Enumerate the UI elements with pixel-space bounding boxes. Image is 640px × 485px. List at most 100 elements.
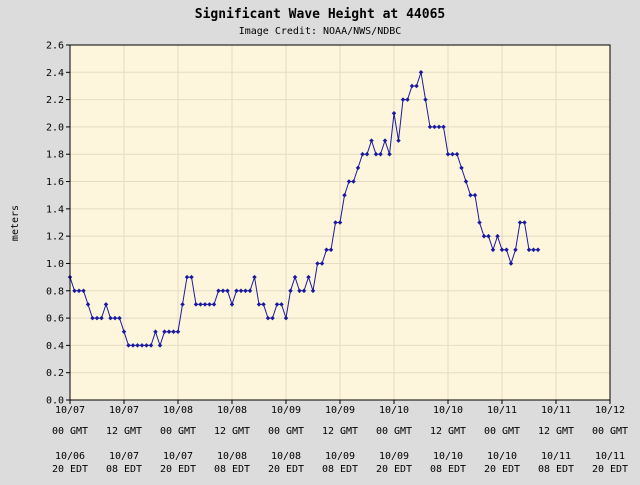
x-tick-time-edt: 20 EDT xyxy=(592,464,628,475)
data-point xyxy=(193,302,199,307)
x-tick-time-gmt: 12 GMT xyxy=(106,426,142,437)
x-tick-time-edt: 20 EDT xyxy=(484,464,520,475)
x-tick-date-edt: 10/11 xyxy=(541,451,571,462)
x-tick-time-gmt: 00 GMT xyxy=(376,426,412,437)
y-tick-label: 0.6 xyxy=(46,314,64,325)
data-point xyxy=(364,151,370,157)
x-tick-time-edt: 08 EDT xyxy=(106,464,142,475)
y-tick-label: 0.8 xyxy=(46,286,64,297)
x-tick-time-gmt: 00 GMT xyxy=(484,426,520,437)
x-tick-date-gmt: 10/11 xyxy=(487,405,517,416)
y-axis-label: meters xyxy=(10,205,21,241)
data-point xyxy=(373,151,379,157)
data-point xyxy=(157,343,163,348)
x-tick-time-edt: 08 EDT xyxy=(322,464,358,475)
data-point xyxy=(198,302,203,307)
x-tick-date-gmt: 10/09 xyxy=(271,405,301,416)
data-point xyxy=(81,288,86,294)
x-tick-date-gmt: 10/09 xyxy=(325,405,355,416)
data-point xyxy=(171,329,176,334)
x-tick-time-edt: 20 EDT xyxy=(52,464,88,475)
y-tick-label: 1.4 xyxy=(46,204,64,215)
x-tick-date-edt: 10/06 xyxy=(55,451,85,462)
data-point xyxy=(270,315,275,321)
data-point xyxy=(130,343,136,348)
data-point xyxy=(342,192,347,198)
data-point xyxy=(135,343,140,348)
x-tick-time-gmt: 00 GMT xyxy=(52,426,88,437)
data-point xyxy=(454,151,460,157)
x-tick-date-edt: 10/10 xyxy=(487,451,517,462)
x-tick-time-edt: 20 EDT xyxy=(268,464,304,475)
data-point xyxy=(189,274,194,280)
x-tick-date-edt: 10/09 xyxy=(379,451,409,462)
data-point xyxy=(265,315,271,321)
x-tick-date-edt: 10/07 xyxy=(163,451,193,462)
chart-subtitle: Image Credit: NOAA/NWS/NDBC xyxy=(239,26,402,37)
grid-lines xyxy=(69,44,611,401)
data-point xyxy=(297,288,302,294)
x-tick-date-edt: 10/07 xyxy=(109,451,139,462)
data-point xyxy=(126,343,131,348)
x-tick-date-gmt: 10/08 xyxy=(163,405,193,416)
x-tick-time-edt: 20 EDT xyxy=(376,464,412,475)
data-point xyxy=(139,343,145,348)
y-tick-label: 0.2 xyxy=(46,368,64,379)
data-point xyxy=(162,329,167,334)
x-tick-time-gmt: 12 GMT xyxy=(214,426,250,437)
data-point xyxy=(288,288,293,294)
x-tick-date-gmt: 10/10 xyxy=(433,405,463,416)
x-tick-date-edt: 10/08 xyxy=(271,451,301,462)
data-point xyxy=(495,233,500,239)
data-point xyxy=(319,261,325,266)
data-point xyxy=(211,302,217,307)
data-point xyxy=(243,288,248,294)
x-tick-time-edt: 08 EDT xyxy=(538,464,574,475)
data-point xyxy=(445,151,451,157)
y-tick-label: 1.6 xyxy=(46,177,64,188)
data-point xyxy=(450,151,455,157)
x-tick-time-gmt: 00 GMT xyxy=(160,426,196,437)
data-point xyxy=(360,151,365,157)
plot-border xyxy=(69,44,611,401)
x-tick-date-edt: 10/11 xyxy=(595,451,625,462)
x-tick-date-gmt: 10/11 xyxy=(541,405,571,416)
x-tick-date-gmt: 10/07 xyxy=(55,405,85,416)
data-point xyxy=(306,274,311,280)
data-point xyxy=(153,329,158,334)
data-point xyxy=(166,329,172,334)
data-point xyxy=(238,288,244,294)
x-tick-time-gmt: 00 GMT xyxy=(592,426,628,437)
data-point xyxy=(234,288,239,294)
y-tick-label: 1.8 xyxy=(46,150,64,161)
y-tick-label: 1.0 xyxy=(46,259,64,270)
data-point xyxy=(252,274,257,280)
x-tick-time-edt: 08 EDT xyxy=(430,464,466,475)
x-tick-time-gmt: 12 GMT xyxy=(322,426,358,437)
x-tick-time-edt: 20 EDT xyxy=(160,464,196,475)
data-point xyxy=(355,165,361,171)
x-tick-date-gmt: 10/07 xyxy=(109,405,139,416)
y-tick-label: 2.6 xyxy=(46,41,64,52)
x-tick-time-gmt: 12 GMT xyxy=(538,426,574,437)
data-point xyxy=(315,261,320,266)
data-point xyxy=(283,315,289,321)
data-point xyxy=(76,288,82,294)
data-point xyxy=(202,302,208,307)
data-point xyxy=(378,151,383,157)
data-point xyxy=(274,302,280,307)
data-point xyxy=(184,274,190,280)
x-tick-date-edt: 10/09 xyxy=(325,451,355,462)
y-tick-label: 2.2 xyxy=(46,95,64,106)
data-point xyxy=(148,343,154,348)
y-axis: 0.0 0.2 0.4 0.6 0.8 1.0 1.2 1.4 1.6 1.8 2.0 2.2 2.4 2… xyxy=(46,41,70,407)
data-point xyxy=(472,192,478,198)
x-axis: 10/07 00 GMT 10/06 20 EDT 10/07 12 GMT 10/07 08… xyxy=(52,400,628,475)
x-tick-date-gmt: 10/12 xyxy=(595,405,625,416)
x-tick-date-edt: 10/10 xyxy=(433,451,463,462)
data-point xyxy=(229,302,235,307)
chart-title: Significant Wave Height at 44065 xyxy=(195,7,445,22)
data-point xyxy=(247,288,253,294)
data-point xyxy=(261,302,266,307)
